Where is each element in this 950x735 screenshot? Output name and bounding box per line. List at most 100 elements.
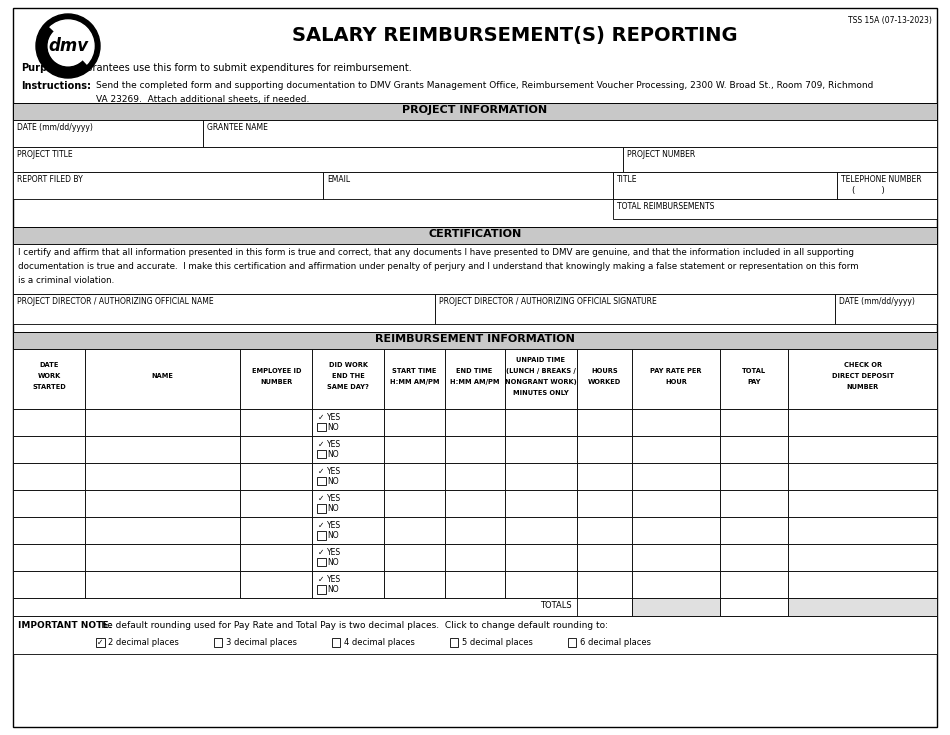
Text: HOURS: HOURS <box>591 368 618 374</box>
Bar <box>313 436 385 463</box>
Bar <box>385 544 445 571</box>
Bar <box>313 544 385 571</box>
Text: Send the completed form and supporting documentation to DMV Grants Management Of: Send the completed form and supporting d… <box>96 81 873 90</box>
Bar <box>13 490 86 517</box>
Bar <box>720 571 788 598</box>
Bar <box>317 531 326 539</box>
Text: NO: NO <box>328 558 339 567</box>
Text: PAY: PAY <box>748 379 761 385</box>
Bar <box>13 571 86 598</box>
Text: NO: NO <box>328 477 339 486</box>
Text: REPORT FILED BY: REPORT FILED BY <box>17 175 83 184</box>
Bar <box>788 490 937 517</box>
Bar <box>86 571 240 598</box>
Text: PROJECT INFORMATION: PROJECT INFORMATION <box>403 105 547 115</box>
Bar <box>313 517 385 544</box>
Circle shape <box>42 20 94 72</box>
Text: documentation is true and accurate.  I make this certification and affirmation u: documentation is true and accurate. I ma… <box>18 262 859 271</box>
Text: WORK: WORK <box>37 373 61 379</box>
Bar <box>577 436 632 463</box>
Bar <box>504 349 577 409</box>
Bar <box>788 349 937 409</box>
Text: TOTALS: TOTALS <box>540 601 572 610</box>
Bar <box>13 103 937 120</box>
Bar <box>385 436 445 463</box>
Bar <box>613 172 837 199</box>
Bar <box>313 490 385 517</box>
Bar <box>214 638 222 647</box>
Bar <box>13 463 86 490</box>
Bar <box>720 409 788 436</box>
Bar <box>86 409 240 436</box>
Bar <box>504 436 577 463</box>
Text: NO: NO <box>328 504 339 513</box>
Bar <box>577 517 632 544</box>
Bar <box>720 517 788 544</box>
Text: EMAIL: EMAIL <box>327 175 351 184</box>
Text: NUMBER: NUMBER <box>260 379 293 385</box>
Text: PAY RATE PER: PAY RATE PER <box>650 368 702 374</box>
Text: TOTAL: TOTAL <box>742 368 766 374</box>
Bar <box>720 490 788 517</box>
Bar <box>317 558 326 567</box>
Bar <box>720 463 788 490</box>
Text: PROJECT NUMBER: PROJECT NUMBER <box>627 150 695 159</box>
Text: YES: YES <box>328 440 341 449</box>
Bar <box>385 463 445 490</box>
Bar <box>632 571 720 598</box>
Bar <box>504 409 577 436</box>
Bar <box>13 598 937 616</box>
Bar <box>445 544 504 571</box>
Text: 5 decimal places: 5 decimal places <box>463 638 533 647</box>
Bar <box>86 463 240 490</box>
Bar <box>568 638 577 647</box>
Text: dmv: dmv <box>48 37 88 55</box>
Text: SALARY REIMBURSEMENT(S) REPORTING: SALARY REIMBURSEMENT(S) REPORTING <box>293 26 738 45</box>
Bar <box>632 544 720 571</box>
Bar <box>385 517 445 544</box>
Text: NAME: NAME <box>152 373 174 379</box>
Bar <box>240 571 313 598</box>
Bar <box>240 409 313 436</box>
Circle shape <box>48 26 88 66</box>
Bar <box>632 349 720 409</box>
Text: EMPLOYEE ID: EMPLOYEE ID <box>252 368 301 374</box>
Bar <box>385 349 445 409</box>
Bar <box>577 490 632 517</box>
Text: TELEPHONE NUMBER: TELEPHONE NUMBER <box>841 175 922 184</box>
Text: GRANTEE NAME: GRANTEE NAME <box>207 123 268 132</box>
Bar <box>86 490 240 517</box>
Bar <box>788 598 937 616</box>
Text: CERTIFICATION: CERTIFICATION <box>428 229 522 239</box>
Text: PROJECT TITLE: PROJECT TITLE <box>17 150 72 159</box>
Text: H:MM AM/PM: H:MM AM/PM <box>449 379 500 385</box>
Text: 2 decimal places: 2 decimal places <box>108 638 180 647</box>
Text: YES: YES <box>328 467 341 476</box>
Bar <box>313 463 385 490</box>
Bar <box>788 463 937 490</box>
Bar <box>240 463 313 490</box>
Bar <box>445 349 504 409</box>
Bar <box>577 571 632 598</box>
Bar <box>313 571 385 598</box>
Text: DID WORK: DID WORK <box>329 362 368 368</box>
Text: STARTED: STARTED <box>32 384 66 390</box>
Bar <box>445 436 504 463</box>
Bar <box>13 332 937 349</box>
Bar <box>504 463 577 490</box>
Bar <box>632 517 720 544</box>
Text: NO: NO <box>328 423 339 432</box>
Bar <box>240 436 313 463</box>
Text: Instructions:: Instructions: <box>21 81 91 91</box>
Bar <box>450 638 459 647</box>
Bar <box>445 517 504 544</box>
Bar <box>13 544 86 571</box>
Bar <box>577 598 632 616</box>
Bar <box>96 638 104 647</box>
Bar <box>313 409 385 436</box>
Text: YES: YES <box>328 548 341 557</box>
Bar <box>720 436 788 463</box>
Text: ✓: ✓ <box>317 548 324 557</box>
Text: END TIME: END TIME <box>456 368 493 374</box>
Text: YES: YES <box>328 575 341 584</box>
